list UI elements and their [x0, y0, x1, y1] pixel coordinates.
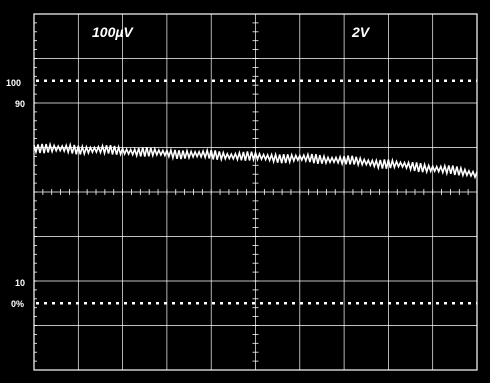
ref-label-10: 10: [15, 278, 25, 288]
signal-trace: [33, 141, 478, 180]
channel-2-scale-label: 2V: [351, 24, 371, 40]
ref-label-0-percent: 0%: [11, 299, 24, 309]
reference-dot-lines: [36, 79, 477, 305]
channel-1-scale-label: 100µV: [92, 24, 134, 40]
center-axis-ticks: [33, 13, 478, 371]
ref-label-90: 90: [15, 99, 25, 109]
ref-label-100: 100: [6, 78, 21, 88]
